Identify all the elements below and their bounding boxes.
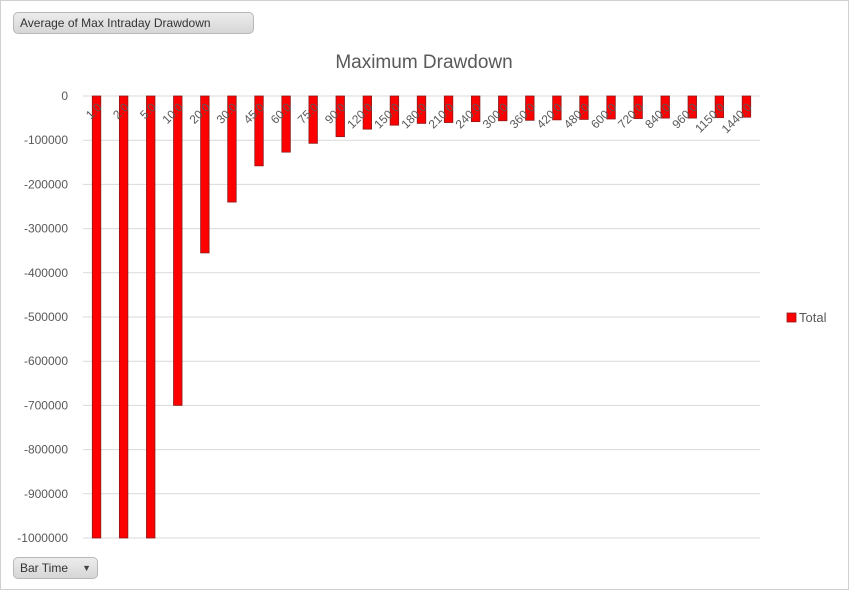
x-tick-label: 5.0 xyxy=(137,100,159,122)
bar-20.0 xyxy=(200,95,210,254)
x-tick-label: 2.0 xyxy=(110,100,132,122)
y-tick-label: -300000 xyxy=(24,222,68,236)
y-tick-label: -500000 xyxy=(24,310,68,324)
bar-480.0 xyxy=(579,95,589,120)
y-tick-label: 0 xyxy=(61,89,68,103)
bar-840.0 xyxy=(660,95,670,119)
x-axis-ticks: 1.0 2.0 5.0 10.0 20.0 30.0 45.0 60.0 75.0 90.0120… xyxy=(83,100,755,136)
bar-45.0 xyxy=(254,95,264,167)
y-tick-label: -900000 xyxy=(24,487,68,501)
y-tick-label: -200000 xyxy=(24,177,68,191)
bar-1440.0 xyxy=(741,95,752,118)
bar-1150.0 xyxy=(714,95,725,119)
value-field-label: Average of Max Intraday Drawdown xyxy=(20,16,211,30)
bars xyxy=(91,95,752,539)
grid-lines xyxy=(83,95,760,539)
y-tick-label: -600000 xyxy=(24,354,68,368)
x-tick-label: 1440.0 xyxy=(719,100,755,136)
y-tick-label: -100000 xyxy=(24,133,68,147)
legend: Total xyxy=(786,310,827,325)
bar-90.0 xyxy=(335,95,345,138)
bar-600.0 xyxy=(606,95,616,120)
y-tick-label: -1000000 xyxy=(17,531,68,545)
bar-30.0 xyxy=(227,95,237,203)
bar-720.0 xyxy=(633,95,643,119)
axis-field-button[interactable]: Bar Time ▼ xyxy=(13,557,98,579)
bar-300.0 xyxy=(498,95,508,122)
bar-120.0 xyxy=(362,95,372,130)
bar-180.0 xyxy=(416,95,427,124)
y-axis-ticks: 0 -100000 -200000 -300000 -400000 -500000 -600… xyxy=(17,89,68,545)
y-tick-label: -700000 xyxy=(24,398,68,412)
y-tick-label: -400000 xyxy=(24,266,68,280)
bar-60.0 xyxy=(281,95,291,153)
value-field-button[interactable]: Average of Max Intraday Drawdown xyxy=(13,12,254,34)
bar-75.0 xyxy=(308,95,318,144)
y-tick-label: -800000 xyxy=(24,443,68,457)
bar-2.0 xyxy=(118,95,129,539)
legend-swatch xyxy=(786,312,797,323)
bar-1.0 xyxy=(91,95,102,539)
axis-field-label: Bar Time xyxy=(20,561,69,575)
chevron-down-icon[interactable]: ▼ xyxy=(82,563,91,573)
bar-5.0 xyxy=(146,95,156,539)
x-tick-label: 1.0 xyxy=(83,100,105,122)
bar-360.0 xyxy=(525,95,535,121)
bar-10.0 xyxy=(173,95,183,406)
bar-240.0 xyxy=(471,95,481,123)
bar-150.0 xyxy=(389,95,400,126)
bar-210.0 xyxy=(443,95,454,123)
bar-960.0 xyxy=(687,95,697,119)
legend-label-total: Total xyxy=(799,310,827,325)
chart-title: Maximum Drawdown xyxy=(335,52,512,73)
bar-420.0 xyxy=(552,95,562,121)
